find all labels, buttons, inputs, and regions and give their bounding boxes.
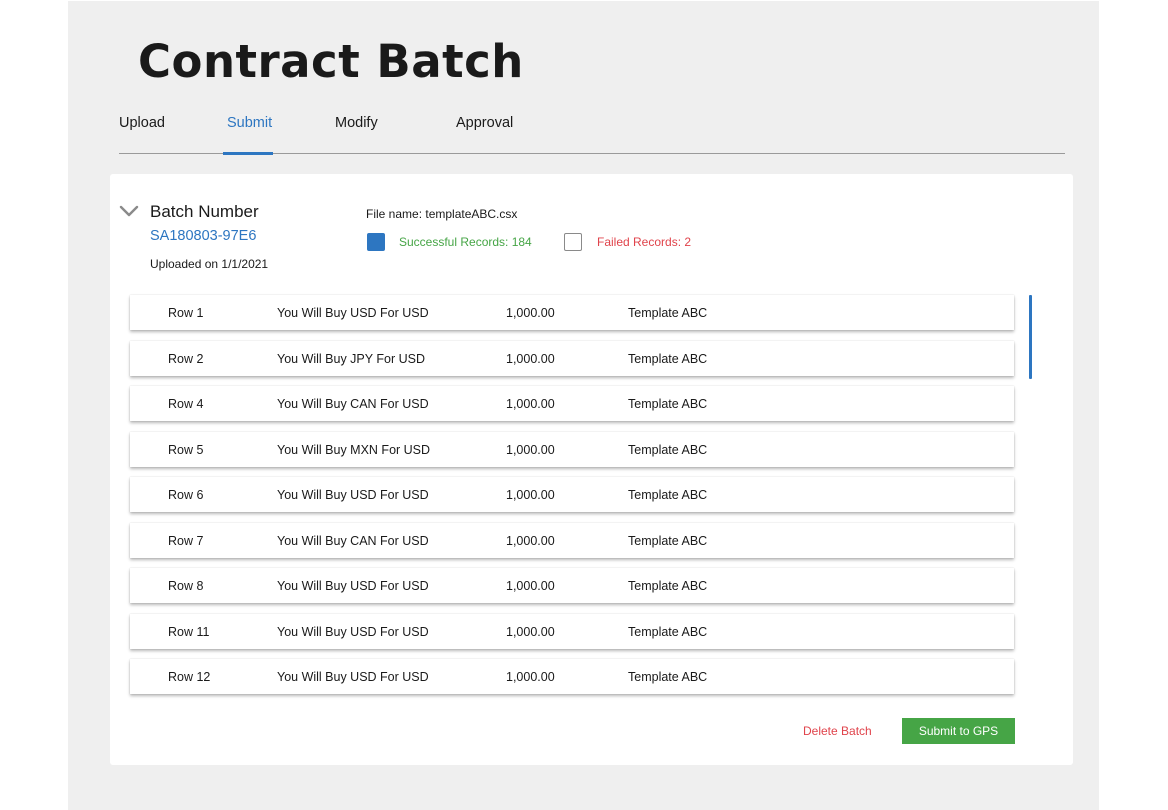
row-description: You Will Buy USD For USD: [277, 625, 429, 639]
row-description: You Will Buy MXN For USD: [277, 443, 431, 457]
row-amount: 1,000.00: [506, 625, 555, 639]
table-row[interactable]: Row 12 You Will Buy USD For USD 1,000.00…: [130, 659, 1014, 694]
row-number: Row 4: [168, 397, 204, 411]
table-row[interactable]: Row 1 You Will Buy USD For USD 1,000.00 …: [130, 295, 1014, 330]
batch-card: Batch Number SA180803-97E6 Uploaded on 1…: [110, 174, 1073, 765]
row-number: Row 7: [168, 534, 204, 548]
file-name: File name: templateABC.csx: [366, 207, 518, 221]
chevron-down-icon[interactable]: [119, 204, 139, 218]
row-description: You Will Buy JPY For USD: [277, 352, 425, 366]
row-description: You Will Buy USD For USD: [277, 306, 429, 320]
tab-upload[interactable]: Upload: [119, 115, 165, 131]
row-amount: 1,000.00: [506, 306, 555, 320]
batch-number-label: Batch Number: [150, 202, 259, 221]
active-tab-indicator: [223, 152, 273, 155]
tab-modify[interactable]: Modify: [335, 115, 378, 131]
successful-records-label: Successful Records: 184: [399, 235, 532, 249]
row-template: Template ABC: [628, 670, 708, 684]
row-description: You Will Buy USD For USD: [277, 488, 429, 502]
row-amount: 1,000.00: [506, 352, 555, 366]
row-description: You Will Buy CAN For USD: [277, 397, 429, 411]
table-row[interactable]: Row 11 You Will Buy USD For USD 1,000.00…: [130, 614, 1014, 649]
row-number: Row 6: [168, 488, 204, 502]
table-row[interactable]: Row 6 You Will Buy USD For USD 1,000.00 …: [130, 477, 1014, 512]
row-template: Template ABC: [628, 625, 708, 639]
row-number: Row 11: [168, 625, 210, 639]
row-amount: 1,000.00: [506, 488, 555, 502]
row-template: Template ABC: [628, 443, 708, 457]
row-amount: 1,000.00: [506, 670, 555, 684]
row-template: Template ABC: [628, 306, 708, 320]
batch-number-link[interactable]: SA180803-97E6: [150, 228, 257, 244]
row-description: You Will Buy USD For USD: [277, 579, 429, 593]
page-background: Contract Batch Upload Submit Modify Appr…: [68, 1, 1099, 810]
table-row[interactable]: Row 4 You Will Buy CAN For USD 1,000.00 …: [130, 386, 1014, 421]
row-amount: 1,000.00: [506, 579, 555, 593]
tab-submit[interactable]: Submit: [227, 115, 273, 131]
row-template: Template ABC: [628, 534, 708, 548]
table-row[interactable]: Row 2 You Will Buy JPY For USD 1,000.00 …: [130, 341, 1014, 376]
row-amount: 1,000.00: [506, 534, 555, 548]
submit-to-gps-button[interactable]: Submit to GPS: [902, 718, 1015, 744]
row-amount: 1,000.00: [506, 397, 555, 411]
successful-records-swatch[interactable]: [367, 233, 385, 251]
row-number: Row 2: [168, 352, 204, 366]
row-template: Template ABC: [628, 488, 708, 502]
failed-records-label: Failed Records: 2: [597, 235, 692, 249]
row-template: Template ABC: [628, 579, 708, 593]
table-row[interactable]: Row 5 You Will Buy MXN For USD 1,000.00 …: [130, 432, 1014, 467]
row-template: Template ABC: [628, 397, 708, 411]
table-row[interactable]: Row 7 You Will Buy CAN For USD 1,000.00 …: [130, 523, 1014, 558]
row-template: Template ABC: [628, 352, 708, 366]
uploaded-date: Uploaded on 1/1/2021: [150, 257, 269, 271]
row-number: Row 12: [168, 670, 211, 684]
tab-bar: Upload Submit Modify Approval: [119, 109, 1065, 155]
row-description: You Will Buy USD For USD: [277, 670, 429, 684]
tab-approval[interactable]: Approval: [456, 115, 514, 131]
row-number: Row 1: [168, 306, 204, 320]
row-amount: 1,000.00: [506, 443, 555, 457]
failed-records-swatch[interactable]: [564, 233, 582, 251]
scrollbar-thumb[interactable]: [1029, 295, 1032, 379]
delete-batch-button[interactable]: Delete Batch: [803, 724, 872, 738]
table-row[interactable]: Row 8 You Will Buy USD For USD 1,000.00 …: [130, 568, 1014, 603]
row-number: Row 8: [168, 579, 204, 593]
page-title: Contract Batch: [138, 35, 524, 88]
row-number: Row 5: [168, 443, 204, 457]
row-description: You Will Buy CAN For USD: [277, 534, 429, 548]
